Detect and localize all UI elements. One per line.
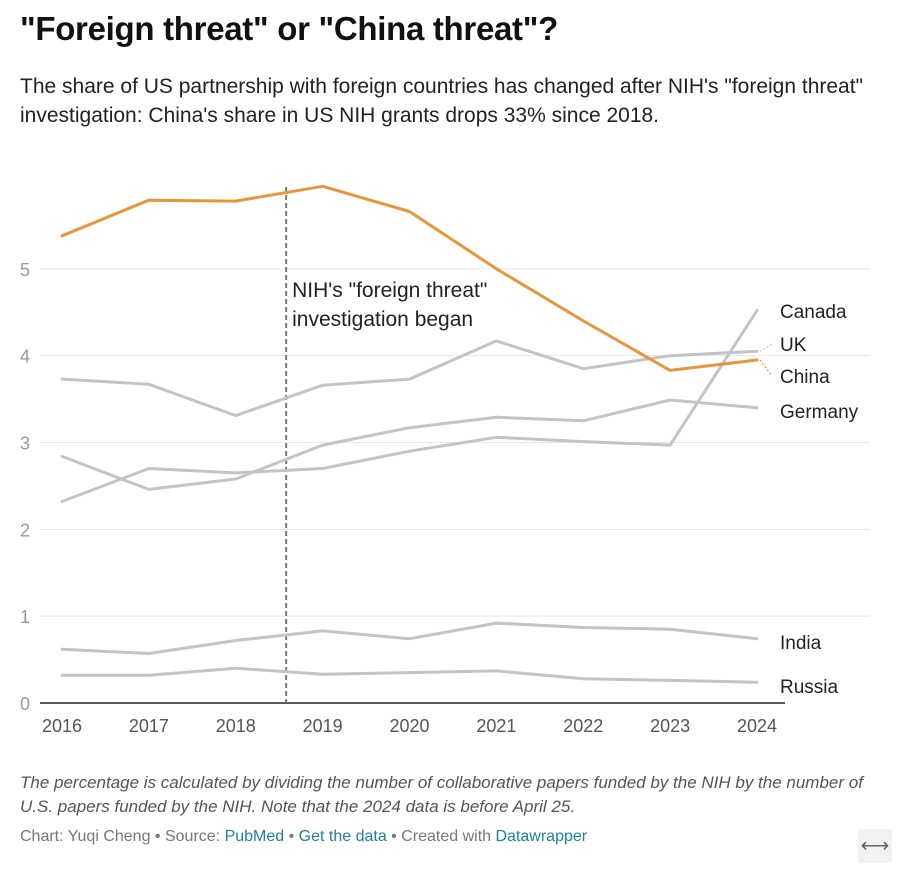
x-tick-label: 2022 bbox=[563, 716, 603, 736]
x-tick-label: 2018 bbox=[216, 716, 256, 736]
credit-source-label: Source: bbox=[164, 828, 225, 845]
series-line-india bbox=[60, 621, 759, 655]
y-tick-label: 1 bbox=[20, 607, 30, 627]
chart-notes: The percentage is calculated by dividing… bbox=[20, 773, 863, 816]
expand-icon[interactable]: ⟷ bbox=[858, 829, 892, 863]
series-label-china: China bbox=[780, 367, 830, 388]
y-tick-label: 3 bbox=[20, 434, 30, 454]
credit-created-label: Created with bbox=[401, 828, 496, 845]
credit-author: Chart: Yuqi Cheng bbox=[20, 828, 151, 845]
credit-separator: • bbox=[386, 828, 402, 845]
annotation-text: investigation began bbox=[292, 308, 473, 331]
series-line-china bbox=[60, 184, 759, 372]
series-label-germany: Germany bbox=[780, 402, 859, 423]
x-tick-label: 2020 bbox=[389, 716, 429, 736]
series-line-uk bbox=[60, 339, 759, 418]
series-line-russia bbox=[60, 666, 759, 684]
credit-separator: • bbox=[150, 828, 165, 845]
x-tick-label: 2019 bbox=[303, 716, 343, 736]
series-label-india: India bbox=[780, 633, 822, 654]
x-tick-label: 2021 bbox=[476, 716, 516, 736]
y-tick-label: 0 bbox=[20, 694, 30, 714]
line-chart: 0 1 2 3 4 5 2016 2017 2018 2019 2020 2021 2022 2023 20… bbox=[20, 184, 870, 736]
series-line-germany bbox=[60, 398, 759, 491]
datawrapper-link[interactable]: Datawrapper bbox=[495, 828, 588, 845]
annotation-text: NIH's "foreign threat" bbox=[292, 279, 487, 302]
x-tick-label: 2024 bbox=[737, 716, 777, 736]
series-line-canada bbox=[60, 309, 759, 503]
series-label-uk: UK bbox=[780, 335, 807, 356]
series-label-russia: Russia bbox=[780, 677, 839, 698]
chart-subtitle: The share of US partnership with foreign… bbox=[20, 75, 864, 127]
credit-separator: • bbox=[284, 828, 299, 845]
y-tick-label: 2 bbox=[20, 520, 30, 540]
chart-title: "Foreign threat" or "China threat"? bbox=[20, 10, 558, 47]
y-tick-label: 5 bbox=[20, 260, 30, 280]
chart-credits: Chart: Yuqi Cheng • Source: PubMed • Get… bbox=[20, 828, 587, 846]
x-tick-label: 2016 bbox=[42, 716, 82, 736]
series-label-canada: Canada bbox=[780, 302, 847, 323]
source-link[interactable]: PubMed bbox=[224, 828, 285, 845]
y-tick-label: 4 bbox=[20, 347, 30, 367]
label-connector-china bbox=[759, 359, 773, 377]
label-connector-uk bbox=[759, 343, 773, 352]
x-tick-label: 2017 bbox=[129, 716, 169, 736]
x-tick-label: 2023 bbox=[650, 716, 690, 736]
get-data-link[interactable]: Get the data bbox=[298, 828, 387, 845]
